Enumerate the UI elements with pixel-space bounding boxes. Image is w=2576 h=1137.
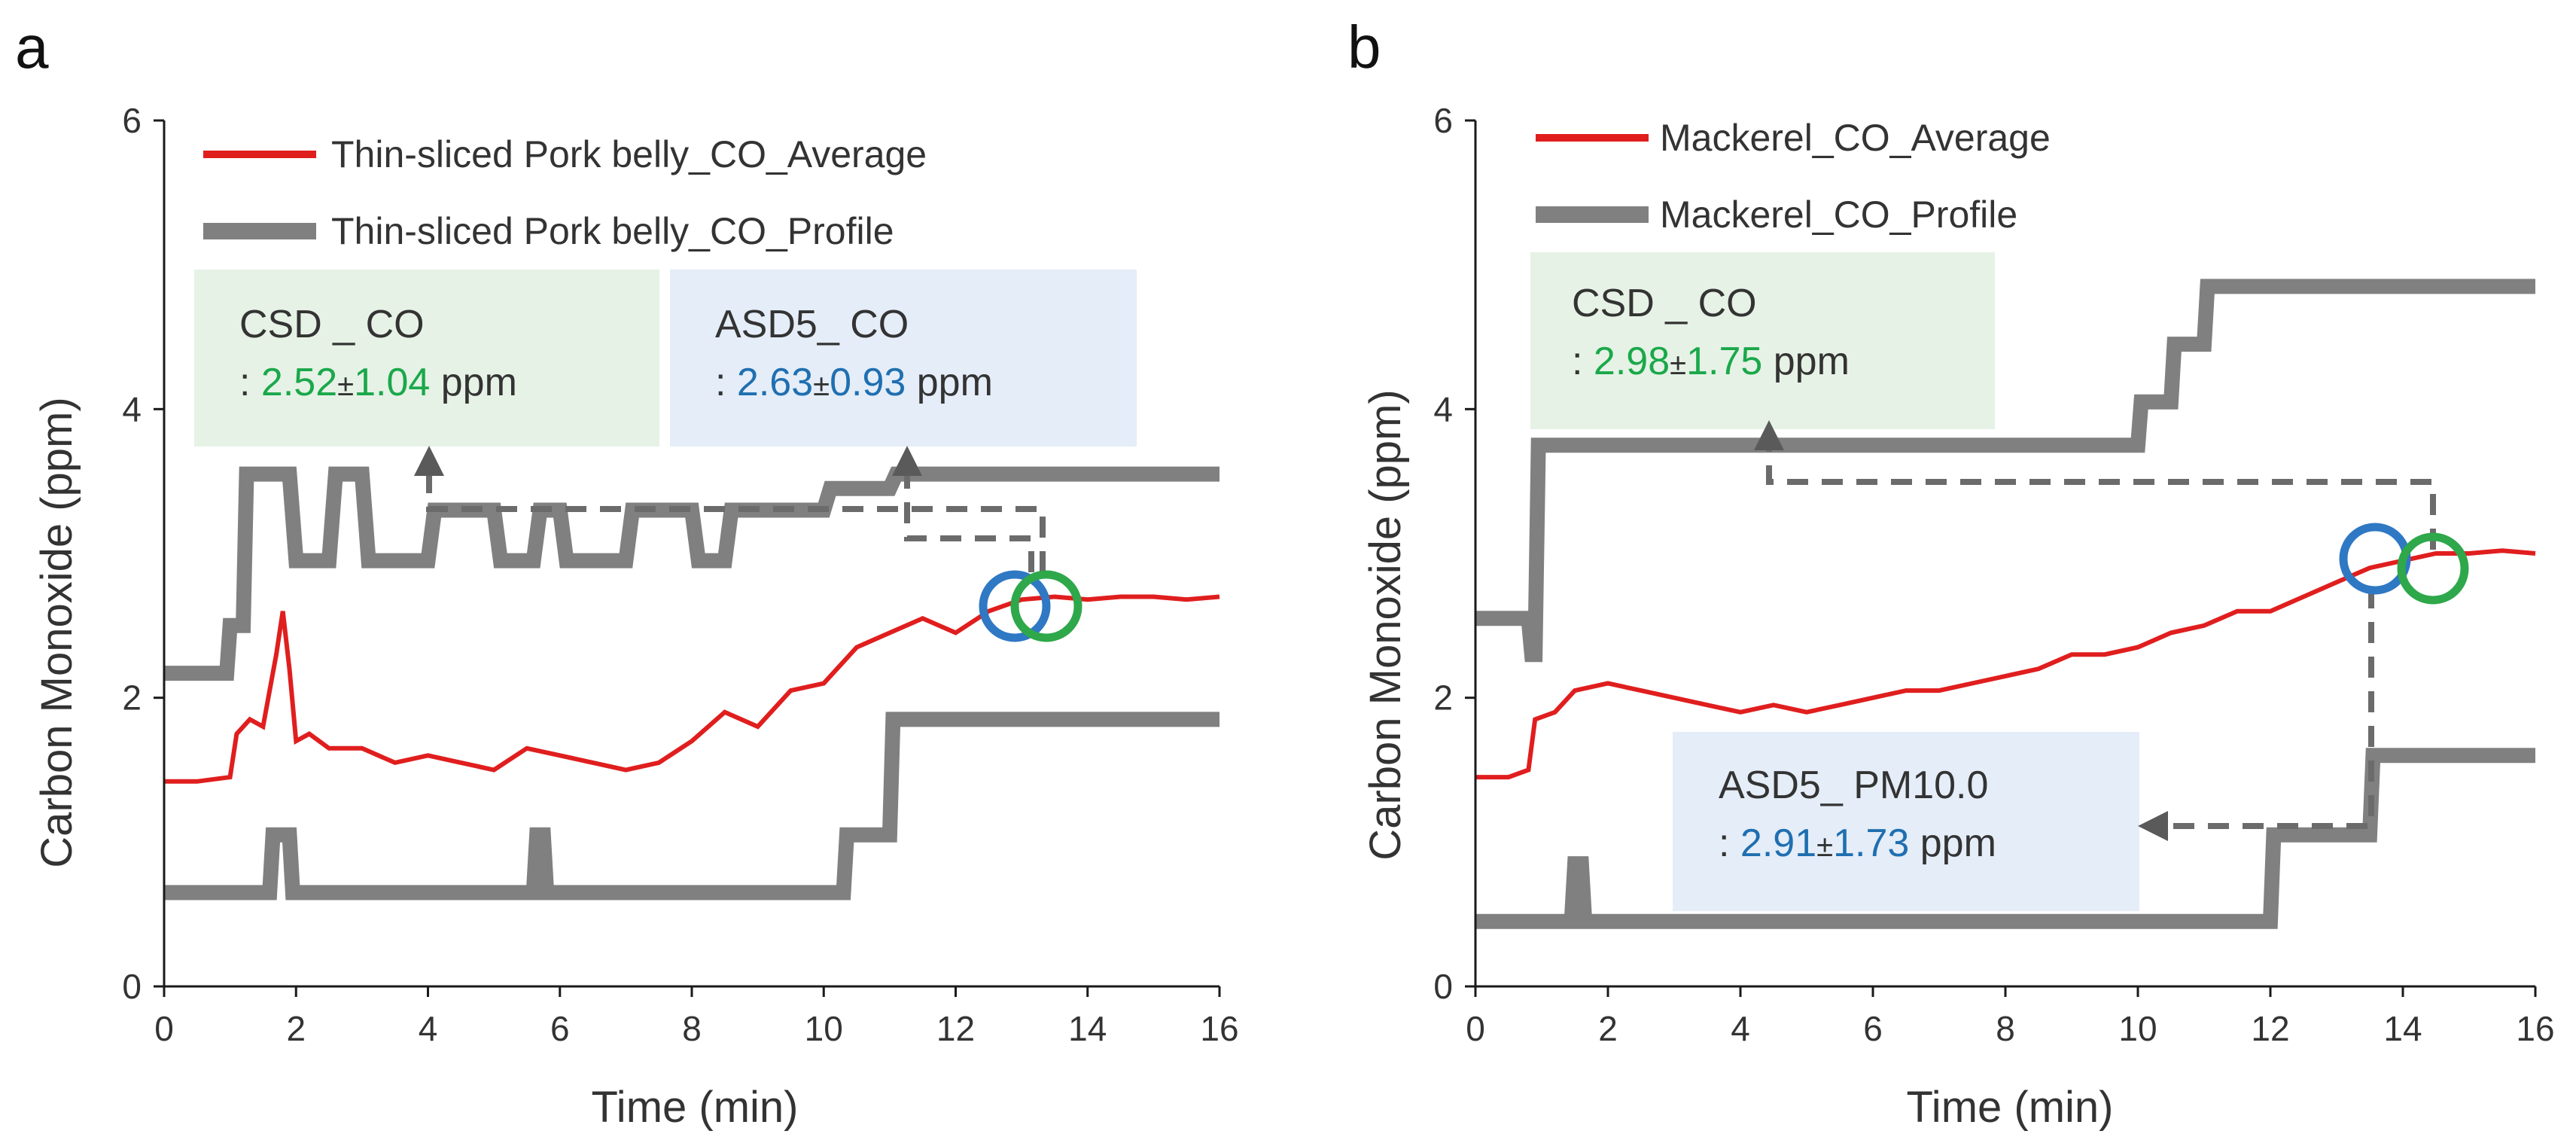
- connector-a-csd: [414, 446, 1046, 572]
- marker-b-asd-circle: [2339, 523, 2411, 595]
- annotation-b-asd-prefix: :: [1719, 822, 1740, 865]
- annotation-b-asd-title: ASD5_ PM10.0: [1719, 764, 1988, 807]
- legend-b-average-label: Mackerel_CO_Average: [1660, 117, 2051, 159]
- marker-b-csd-circle: [2397, 532, 2469, 605]
- x-tick-label-a-5: 10: [805, 1009, 843, 1048]
- annotation-a-asd-title: ASD5_ CO: [715, 303, 909, 346]
- x-tick-label-a-4: 8: [682, 1009, 702, 1048]
- series-b-profile-1-line: [1475, 748, 2535, 929]
- x-tick-label-b-3: 6: [1863, 1009, 1883, 1048]
- panel-b: b 0 2 4 6 8 10 12 14 16 0 2 4 6 Mackerel_CO_Average …: [1347, 14, 2555, 1132]
- annotation-b-asd-sd: 1.73: [1833, 822, 1909, 865]
- x-tick-label-b-1: 2: [1598, 1009, 1618, 1048]
- annotation-a-csd-mean: 2.52: [261, 361, 337, 404]
- annotation-b-csd-prefix: :: [1572, 340, 1594, 383]
- annotation-b-csd-mean: 2.98: [1594, 340, 1670, 383]
- y-tick-label-b-1: 2: [1433, 678, 1453, 718]
- y-axis-title-a: Carbon Monoxide (ppm): [32, 397, 81, 867]
- legend-b: Mackerel_CO_Average Mackerel_CO_Profile: [1536, 117, 2051, 236]
- legend-a-profile-label: Thin-sliced Pork belly_CO_Profile: [331, 210, 894, 252]
- x-tick-label-a-8: 16: [1200, 1009, 1238, 1048]
- x-axis-title-a: Time (min): [592, 1083, 799, 1132]
- x-tick-label-b-5: 10: [2118, 1009, 2157, 1048]
- y-tick-label-a-3: 6: [122, 101, 142, 140]
- annotation-a-asd-box: [670, 270, 1137, 447]
- annotation-a-asd-prefix: :: [715, 361, 737, 404]
- legend-b-profile-label: Mackerel_CO_Profile: [1660, 194, 2017, 236]
- annotation-b-asd-box: [1673, 732, 2139, 911]
- y-tick-label-a-1: 2: [122, 678, 142, 718]
- annotation-a-csd-unit: ppm: [430, 361, 517, 404]
- annotation-b-csd-value: : 2.98±1.75 ppm: [1572, 340, 1850, 383]
- x-tick-label-a-0: 0: [154, 1009, 174, 1048]
- plot-a-area: 0 2 4 6 8 10 12 14 16 0 2 4 6: [122, 101, 1238, 1048]
- x-axis-title-b: Time (min): [1907, 1083, 2114, 1132]
- annotation-b-csd-box: [1530, 252, 1995, 429]
- annotation-a-csd-pm: ±: [337, 369, 354, 402]
- y-tick-label-a-0: 0: [122, 967, 142, 1006]
- x-tick-label-a-2: 4: [419, 1009, 438, 1048]
- annotation-a-asd-value: : 2.63±0.93 ppm: [715, 361, 993, 404]
- series-a-profile-1-line: [164, 712, 1219, 901]
- x-tick-label-b-7: 14: [2383, 1009, 2422, 1048]
- connector-b-csd: [1754, 420, 2436, 550]
- y-axis-title-b: Carbon Monoxide (ppm): [1361, 389, 1410, 860]
- connector-a-asd: [892, 446, 1034, 572]
- series-a-profile-0-line: [164, 466, 1219, 681]
- x-tick-label-b-2: 4: [1731, 1009, 1750, 1048]
- annotation-a-asd-pm: ±: [813, 369, 830, 402]
- annotation-a-asd-mean: 2.63: [737, 361, 813, 404]
- x-tick-label-a-1: 2: [286, 1009, 306, 1048]
- x-tick-label-b-0: 0: [1466, 1009, 1485, 1048]
- x-tick-label-b-4: 8: [1996, 1009, 2015, 1048]
- y-tick-label-b-2: 4: [1433, 389, 1453, 428]
- annotation-a-csd-sd: 1.04: [354, 361, 430, 404]
- annotation-b-asd-value: : 2.91±1.73 ppm: [1719, 822, 1996, 865]
- annotation-b-csd-sd: 1.75: [1686, 340, 1762, 383]
- legend-a-average-label: Thin-sliced Pork belly_CO_Average: [331, 133, 927, 175]
- annotation-a-csd-box: [194, 270, 659, 447]
- annotation-a-csd-prefix: :: [239, 361, 261, 404]
- annotation-a-asd-sd: 0.93: [830, 361, 906, 404]
- annotation-b-asd-pm: ±: [1816, 830, 1833, 863]
- annotation-b-csd-unit: ppm: [1762, 340, 1850, 383]
- annotation-b-csd-title: CSD _ CO: [1572, 282, 1757, 325]
- legend-a: Thin-sliced Pork belly_CO_Average Thin-s…: [203, 133, 927, 252]
- x-tick-label-b-8: 16: [2516, 1009, 2554, 1048]
- y-tick-label-b-3: 6: [1433, 101, 1453, 140]
- panel-label-b: b: [1347, 14, 1381, 81]
- x-tick-label-a-3: 6: [550, 1009, 570, 1048]
- annotation-b-asd-mean: 2.91: [1740, 822, 1816, 865]
- annotation-a-csd-value: : 2.52±1.04 ppm: [239, 361, 517, 404]
- connector-b-asd: [2138, 587, 2374, 841]
- x-tick-label-a-6: 12: [936, 1009, 975, 1048]
- annotation-a-csd-title: CSD _ CO: [239, 303, 425, 346]
- y-tick-label-b-0: 0: [1433, 967, 1453, 1006]
- annotation-a-asd-unit: ppm: [906, 361, 993, 404]
- panel-a: a 0 2 4 6 8 10 12 14 16 0 2 4 6 Thin-sliced Pork bel…: [15, 14, 1239, 1132]
- panel-label-a: a: [15, 14, 49, 81]
- marker-a-csd-circle: [1010, 570, 1082, 642]
- series-b-profile-0-line: [1475, 279, 2535, 663]
- marker-a-asd-circle: [979, 570, 1051, 642]
- annotation-b-asd-unit: ppm: [1909, 822, 1996, 865]
- x-tick-label-a-7: 14: [1068, 1009, 1107, 1048]
- x-tick-label-b-6: 12: [2251, 1009, 2289, 1048]
- y-tick-label-a-2: 4: [122, 389, 142, 428]
- plot-b-area: 0 2 4 6 8 10 12 14 16 0 2 4 6: [1433, 101, 2554, 1048]
- series-a-average-line: [164, 594, 1220, 784]
- annotation-b-csd-pm: ±: [1670, 348, 1686, 381]
